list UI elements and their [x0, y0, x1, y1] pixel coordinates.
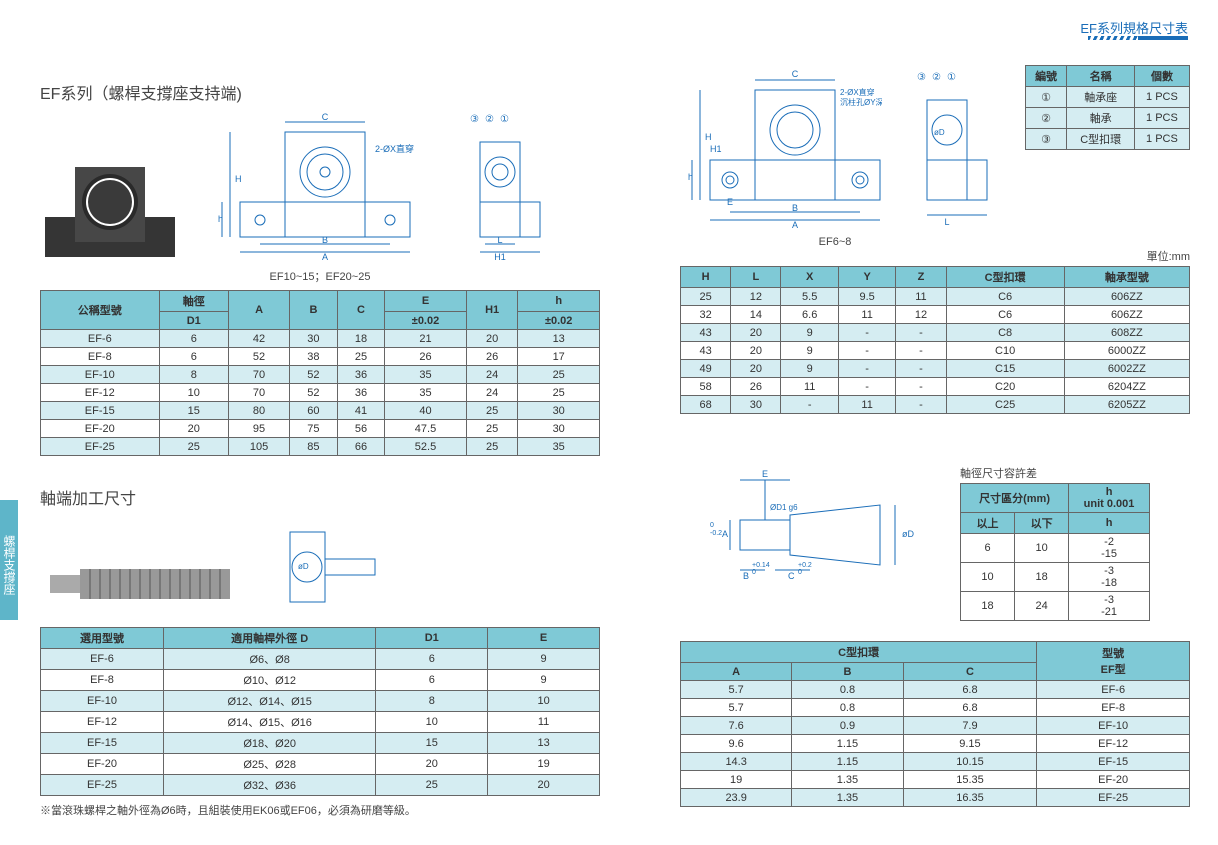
t2l-body: EF-6Ø6、Ø869EF-8Ø10、Ø1269EF-10Ø12、Ø14、Ø15…	[41, 649, 600, 796]
svg-text:0: 0	[752, 569, 756, 576]
product-photo	[40, 147, 180, 262]
svg-text:2-ØX直穿: 2-ØX直穿	[840, 87, 875, 97]
svg-text:E: E	[727, 197, 733, 207]
tol-s2: h	[1069, 513, 1150, 534]
t2r-g2: 型號 EF型	[1037, 642, 1190, 681]
tol-h1: h unit 0.001	[1069, 484, 1150, 513]
footnote: ※當滾珠螺桿之軸外徑為Ø6時，且組裝使用EK06或EF06，必須為研磨等級。	[40, 802, 600, 818]
caption-right: EF6~8	[680, 236, 990, 248]
svg-text:②: ②	[932, 72, 941, 83]
tol-s1: 以下	[1015, 513, 1069, 534]
svg-text:B: B	[792, 203, 798, 213]
svg-text:+0.14: +0.14	[752, 562, 770, 569]
svg-text:0: 0	[710, 522, 714, 529]
side-view-diagram-2: ③ ② ① L øD	[912, 65, 995, 230]
section1-diagrams-left: C A B H h 2-ØX直穿 ③ ② ① H1 L	[40, 112, 600, 262]
svg-text:E: E	[762, 469, 768, 479]
svg-text:B: B	[743, 571, 749, 581]
parts-h0: 編號	[1025, 66, 1067, 87]
svg-text:H: H	[235, 174, 242, 184]
svg-text:A: A	[792, 220, 798, 230]
t2l-h1: 適用軸桿外徑 D	[163, 628, 375, 649]
parts-body: ①軸承座1 PCS②軸承1 PCS③C型扣環1 PCS	[1025, 87, 1189, 150]
section2-right: E ØD1 g6 A B C øD 0 -0.2 +0.14 0 +0.2 0 …	[680, 465, 1190, 807]
spec-table-2-right: C型扣環 型號 EF型 A B C 5.70.86.8EF-65.70.86.8…	[680, 641, 1190, 807]
svg-text:h: h	[218, 214, 223, 224]
page-header-title: EF系列規格尺寸表	[1080, 18, 1188, 37]
svg-text:øD: øD	[902, 529, 914, 539]
svg-text:H1: H1	[710, 144, 722, 154]
svg-text:③: ③	[470, 114, 479, 125]
section1-left: EF系列（螺桿支撐座支持端)	[40, 80, 600, 456]
section2-diagrams-left: øD	[40, 517, 600, 617]
svg-text:0: 0	[798, 569, 802, 576]
section2-title: 軸端加工尺寸	[40, 485, 600, 509]
svg-text:C: C	[792, 69, 799, 79]
t2r-body: 5.70.86.8EF-65.70.86.8EF-87.60.97.9EF-10…	[681, 681, 1190, 807]
svg-text:L: L	[944, 217, 949, 227]
parts-h1: 名稱	[1067, 66, 1134, 87]
parts-h2: 個數	[1134, 66, 1189, 87]
spec-table-2-left: 選用型號 適用軸桿外徑 D D1 E EF-6Ø6、Ø869EF-8Ø10、Ø1…	[40, 627, 600, 796]
svg-text:②: ②	[485, 114, 494, 125]
t2l-h3: E	[488, 628, 600, 649]
unit-label: 單位:mm	[680, 248, 1190, 264]
t2r-s0: A	[681, 663, 792, 681]
section1-right: C A B E H H1 h 2-ØX直穿 沉柱孔ØY深Z ③ ② ① L øD	[680, 65, 1190, 414]
t2r-s2: C	[903, 663, 1037, 681]
side-tab: 螺桿支撐座	[0, 500, 18, 620]
front-view-diagram-2: C A B E H H1 h 2-ØX直穿 沉柱孔ØY深Z	[680, 65, 882, 230]
t2r-s1: B	[792, 663, 903, 681]
t2r-g1: C型扣環	[681, 642, 1037, 663]
shaft-detail-diagram: E ØD1 g6 A B C øD 0 -0.2 +0.14 0 +0.2 0	[680, 465, 940, 605]
svg-text:øD: øD	[298, 562, 309, 571]
tol-h0: 尺寸區分(mm)	[961, 484, 1069, 513]
svg-text:2-ØX直穿: 2-ØX直穿	[375, 143, 414, 154]
svg-text:-0.2: -0.2	[710, 530, 722, 537]
side-view-diagram: ③ ② ① H1 L	[460, 112, 560, 262]
caption-left: EF10~15；EF20~25	[40, 268, 600, 284]
tol-body: 610-2 -151018-3 -181824-3 -21	[961, 534, 1150, 621]
svg-text:①: ①	[947, 72, 956, 83]
t1l-head: 公稱型號軸徑ABCEH1hD1±0.02±0.02	[41, 291, 600, 330]
svg-text:L: L	[497, 235, 502, 245]
section2-left: 軸端加工尺寸 øD 選用型號	[40, 485, 600, 818]
section1-title: EF系列（螺桿支撐座支持端)	[40, 80, 600, 104]
svg-text:+0.2: +0.2	[798, 562, 812, 569]
svg-text:①: ①	[500, 114, 509, 125]
front-view-diagram: C A B H h 2-ØX直穿	[210, 112, 430, 262]
svg-text:ØD1 g6: ØD1 g6	[770, 503, 798, 512]
spec-table-1-left: 公稱型號軸徑ABCEH1hD1±0.02±0.02 EF-66423018212…	[40, 290, 600, 456]
shaft-photo	[40, 547, 240, 617]
svg-text:A: A	[722, 529, 728, 539]
tolerance-table: 尺寸區分(mm) h unit 0.001 以上 以下 h 610-2 -151…	[960, 483, 1150, 621]
t1l-body: EF-66423018212013EF-86523825262617EF-108…	[41, 330, 600, 456]
t1r-body: 25125.59.511C6606ZZ32146.61112C6606ZZ432…	[681, 288, 1190, 414]
svg-text:沉柱孔ØY深Z: 沉柱孔ØY深Z	[840, 97, 882, 107]
t2l-h2: D1	[376, 628, 488, 649]
svg-text:øD: øD	[934, 128, 945, 137]
header-stripe	[1088, 36, 1188, 40]
t2l-h0: 選用型號	[41, 628, 164, 649]
svg-text:H1: H1	[494, 252, 506, 262]
svg-text:H: H	[705, 132, 712, 142]
shaft-side-diagram: øD	[270, 517, 390, 617]
section1-diagrams-right: C A B E H H1 h 2-ØX直穿 沉柱孔ØY深Z ③ ② ① L øD	[680, 65, 1190, 230]
svg-text:③: ③	[917, 72, 926, 83]
svg-text:B: B	[322, 235, 328, 245]
svg-text:h: h	[688, 172, 693, 182]
tol-s0: 以上	[961, 513, 1015, 534]
t1r-head: HLXYZC型扣環軸承型號	[681, 267, 1190, 288]
spec-table-1-right: HLXYZC型扣環軸承型號 25125.59.511C6606ZZ32146.6…	[680, 266, 1190, 414]
svg-text:C: C	[788, 571, 795, 581]
svg-text:A: A	[322, 252, 328, 262]
parts-table: 編號 名稱 個數 ①軸承座1 PCS②軸承1 PCS③C型扣環1 PCS	[1025, 65, 1190, 150]
tolerance-title: 軸徑尺寸容許差	[960, 465, 1150, 481]
svg-text:C: C	[322, 112, 329, 122]
